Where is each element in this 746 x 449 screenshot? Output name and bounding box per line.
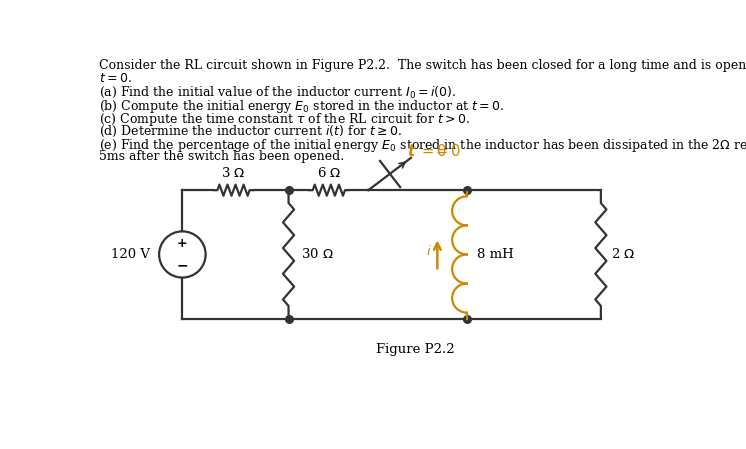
Text: −: − — [177, 258, 188, 272]
Text: (b) Compute the initial energy $E_0$ stored in the inductor at $t = 0$.: (b) Compute the initial energy $E_0$ sto… — [98, 98, 504, 115]
Text: (c) Compute the time constant $\tau$ of the RL circuit for $t > 0$.: (c) Compute the time constant $\tau$ of … — [98, 111, 470, 128]
Text: 2 $\Omega$: 2 $\Omega$ — [611, 247, 635, 261]
Text: 30 $\Omega$: 30 $\Omega$ — [301, 247, 333, 261]
Text: Consider the RL circuit shown in Figure P2.2.  The switch has been closed for a : Consider the RL circuit shown in Figure … — [98, 59, 746, 72]
Text: $= 0$: $= 0$ — [433, 143, 461, 159]
Text: $\bfit{t}$ $= 0$: $\bfit{t}$ $= 0$ — [407, 143, 447, 159]
Text: 120 V: 120 V — [111, 248, 150, 261]
Text: 5ms after the switch has been opened.: 5ms after the switch has been opened. — [98, 150, 344, 163]
Text: 6 $\Omega$: 6 $\Omega$ — [317, 166, 341, 180]
Text: $t$: $t$ — [409, 143, 417, 159]
Text: $t = 0$.: $t = 0$. — [98, 72, 131, 85]
Text: $i$: $i$ — [425, 244, 431, 258]
Text: (d) Determine the inductor current $i(t)$ for $t \geq 0$.: (d) Determine the inductor current $i(t)… — [98, 124, 402, 139]
Text: (e) Find the percentage of the initial energy $E_0$ stored in the inductor has b: (e) Find the percentage of the initial e… — [98, 137, 746, 154]
Text: 8 mH: 8 mH — [477, 248, 514, 261]
Text: +: + — [177, 237, 188, 250]
Text: Figure P2.2: Figure P2.2 — [375, 343, 454, 357]
Text: (a) Find the initial value of the inductor current $I_0 = i(0)$.: (a) Find the initial value of the induct… — [98, 85, 456, 100]
Text: 3 $\Omega$: 3 $\Omega$ — [222, 166, 245, 180]
